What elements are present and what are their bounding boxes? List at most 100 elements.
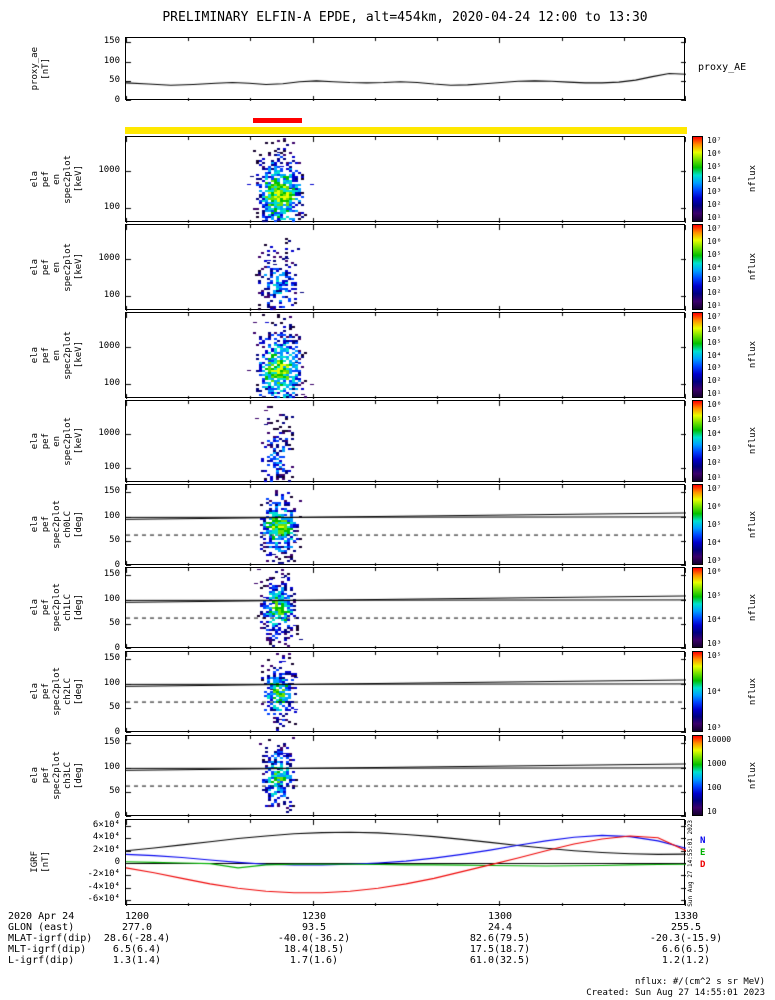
pa_spec2plot_ch3LC-ytick-3: 0	[114, 811, 120, 821]
colorbar-tick-label: 10⁷	[707, 484, 722, 493]
igrf-legend-n: N	[700, 836, 706, 846]
pa_spec2plot_ch2LC-ytick-0: 150	[103, 653, 120, 664]
proxy_ae-canvas	[126, 38, 686, 101]
proxy_ae-ytick-0: 0	[114, 95, 120, 105]
en_spec2plot_a-ytick-0: 1000	[98, 165, 120, 176]
axis-label-word: pef	[41, 432, 51, 450]
colorbar-tick-label: 10⁴	[707, 687, 722, 696]
colorbar-tick-label: 10⁵	[707, 520, 722, 529]
pa_spec2plot_ch2LC-canvas	[126, 652, 686, 733]
axis-label-word: pef	[41, 599, 51, 616]
en_spec2plot_d-ytick-1: 100	[103, 462, 120, 473]
axis-label-word: [nT]	[41, 851, 51, 873]
footer-cell: 18.4(18.5)	[283, 944, 345, 955]
panel-pa_spec2plot_ch1LC	[125, 567, 686, 649]
proxy_ae-ylabel: proxy_ae [nT]	[30, 37, 51, 100]
pa_spec2plot_ch1LC-ytick-1: 100	[103, 593, 120, 604]
en_spec2plot_c-colorbar-label: nflux	[748, 341, 758, 369]
axis-label-word: spec2plot	[63, 154, 73, 204]
igrf-ytick-5: -4×10⁴	[87, 881, 120, 892]
pa_spec2plot_ch0LC-ytick-3: 0	[114, 560, 120, 570]
axis-label-word: pef	[41, 516, 51, 533]
pa_spec2plot_ch2LC-colorbar-label: nflux	[748, 677, 758, 706]
axis-label-word: pef	[41, 683, 51, 700]
pa_spec2plot_ch3LC-ytick-2: 50	[109, 786, 120, 797]
colorbar-tick-label: 10⁵	[707, 414, 722, 424]
footer-cell: 1300	[487, 911, 513, 922]
colorbar-tick-label: 10⁶	[707, 502, 722, 511]
en_spec2plot_a-colorbar	[692, 136, 703, 222]
footer-cell: 1330	[673, 911, 699, 922]
colorbar-tick-label: 10³	[707, 363, 722, 373]
en_spec2plot_a-colorbar-label: nflux	[748, 165, 758, 193]
pa_spec2plot_ch3LC-colorbar-label: nflux	[748, 761, 758, 790]
panel-igrf	[125, 819, 686, 906]
footer-cell: 82.6(79.5)	[469, 933, 531, 944]
axis-label-word: pef	[41, 170, 51, 188]
footer-cell: 24.4	[487, 922, 513, 933]
footer-row-label: L-igrf(dip)	[8, 955, 75, 966]
colorbar-tick-label: 100	[707, 783, 722, 792]
colorbar-tick-label: 10⁶	[707, 236, 722, 246]
footer-row-label: MLT-igrf(dip)	[8, 944, 87, 955]
en_spec2plot_a-ytick-1: 100	[103, 201, 120, 212]
footer-cell: 93.5	[301, 922, 327, 933]
colorbar-tick-label: 10⁴	[707, 350, 722, 360]
axis-label-word: spec2plot	[63, 330, 73, 380]
en_spec2plot_b-canvas	[126, 225, 686, 311]
pa_spec2plot_ch1LC-ytick-3: 0	[114, 643, 120, 653]
igrf-ytick-2: 2×10⁴	[92, 844, 120, 855]
igrf-legend-d: D	[700, 860, 706, 870]
footer-cell: 1.3(1.4)	[112, 955, 162, 966]
colorbar-tick-label: 10²	[707, 376, 722, 386]
colorbar-tick-label: 10⁴	[707, 262, 722, 272]
colorbar-tick-label: 10⁵	[707, 337, 722, 347]
colorbar-tick-label: 10¹	[707, 473, 722, 482]
colorbar-tick-label: 10⁷	[707, 312, 722, 321]
en_spec2plot_b-ytick-1: 100	[103, 289, 120, 300]
footer-cell: 6.5(6.4)	[112, 944, 162, 955]
igrf-ytick-6: -6×10⁴	[87, 893, 120, 904]
colorbar-tick-label: 10⁷	[707, 224, 722, 233]
colorbar-tick-label: 10¹	[707, 301, 722, 310]
axis-label-word: spec2plot	[63, 242, 73, 292]
igrf-ylabel: IGRF [nT]	[30, 819, 51, 905]
axis-label-word: pef	[41, 346, 51, 364]
axis-label-word: ela	[30, 599, 40, 616]
igrf-legend-e: E	[700, 848, 706, 858]
en_spec2plot_b-colorbar	[692, 224, 703, 310]
axis-label-word: spec2plot	[63, 416, 73, 466]
colorbar-tick-label: 10³	[707, 443, 722, 453]
panel-en_spec2plot_a	[125, 136, 686, 223]
panel-pa_spec2plot_ch3LC	[125, 735, 686, 817]
axis-label-word: proxy_ae	[30, 46, 40, 91]
footer-cell: 61.0(32.5)	[469, 955, 531, 966]
pa_spec2plot_ch0LC-ytick-1: 100	[103, 510, 120, 521]
pa_spec2plot_ch3LC-ytick-1: 100	[103, 761, 120, 772]
en_spec2plot_c-ytick-1: 100	[103, 377, 120, 388]
pa_spec2plot_ch2LC-colorbar	[692, 651, 703, 732]
footer-cell: -40.0(-36.2)	[277, 933, 351, 944]
colorbar-tick-label: 10	[707, 807, 717, 816]
colorbar-tick-label: 1000	[707, 759, 727, 768]
colorbar-tick-label: 10⁵	[707, 161, 722, 171]
pa_spec2plot_ch1LC-colorbar-label: nflux	[748, 593, 758, 622]
proxy_ae-ytick-3: 150	[103, 35, 120, 46]
colorbar-tick-label: 10000	[707, 735, 732, 744]
colorbar-tick-label: 10²	[707, 288, 722, 298]
colorbar-tick-label: 10⁷	[707, 136, 722, 145]
created-note: Created: Sun Aug 27 14:55:01 2023	[586, 988, 765, 998]
footer-row-label: GLON (east)	[8, 922, 75, 933]
colorbar-tick-label: 10³	[707, 556, 722, 565]
colorbar-tick-label: 10³	[707, 187, 722, 197]
en_spec2plot_d-colorbar-label: nflux	[748, 427, 758, 455]
footer-cell: 28.6(-28.4)	[103, 933, 171, 944]
pa_spec2plot_ch0LC-ytick-0: 150	[103, 486, 120, 497]
survey-mode-bar	[125, 127, 687, 134]
axis-label-word: pef	[41, 258, 51, 276]
en_spec2plot_b-ytick-0: 1000	[98, 253, 120, 264]
colorbar-tick-label: 10³	[707, 275, 722, 285]
footer-row-label: 2020 Apr 24	[8, 911, 75, 922]
footer-cell: 1200	[124, 911, 150, 922]
